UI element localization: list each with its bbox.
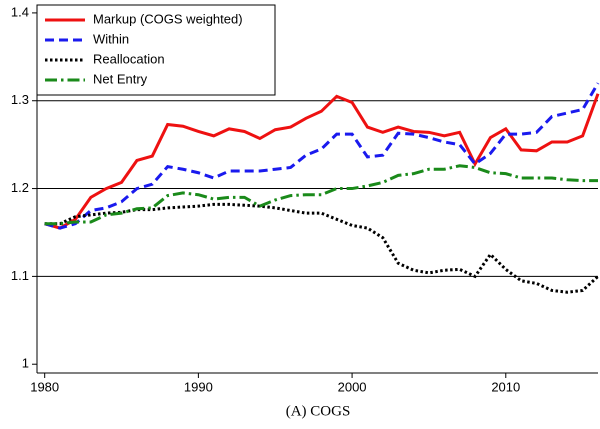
y-tick-label: 1 <box>22 356 29 371</box>
x-tick-label: 2010 <box>491 379 520 394</box>
x-tick-label: 2000 <box>338 379 367 394</box>
y-tick-label: 1.2 <box>11 180 29 195</box>
legend-label: Markup (COGS weighted) <box>93 11 243 26</box>
x-tick-label: 1990 <box>184 379 213 394</box>
caption: (A) COGS <box>286 403 351 419</box>
legend-label: Within <box>93 31 129 46</box>
series-line <box>44 202 600 294</box>
legend-label: Reallocation <box>93 51 165 66</box>
y-tick-label: 1.1 <box>11 268 29 283</box>
series-line <box>44 93 600 230</box>
x-tick-label: 1980 <box>30 379 59 394</box>
legend-label: Net Entry <box>93 71 148 86</box>
y-tick-label: 1.4 <box>11 4 29 19</box>
y-tick-label: 1.3 <box>11 92 29 107</box>
series-line <box>44 82 600 230</box>
series-line <box>44 164 598 226</box>
